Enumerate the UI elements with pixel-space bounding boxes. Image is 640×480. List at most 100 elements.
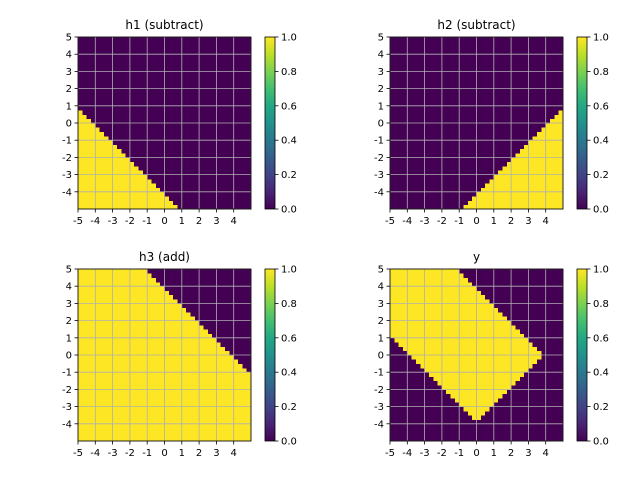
heatmap-cell xyxy=(238,110,243,115)
heatmap-cell xyxy=(246,419,252,425)
heatmap-cell xyxy=(78,123,83,128)
heatmap-cell xyxy=(212,281,217,287)
heatmap-cell xyxy=(190,123,196,128)
heatmap-cell xyxy=(493,37,499,42)
heatmap-cell xyxy=(125,281,131,287)
x-tick-label: 1 xyxy=(491,216,497,227)
heatmap-cell xyxy=(112,170,118,175)
heatmap-cell xyxy=(528,110,534,115)
heatmap-cell xyxy=(82,359,87,364)
heatmap-cell xyxy=(476,135,482,141)
heatmap-cell xyxy=(433,80,438,85)
heatmap-cell xyxy=(424,140,430,145)
heatmap-cell xyxy=(467,157,473,163)
heatmap-cell xyxy=(207,359,213,364)
heatmap-cell xyxy=(498,135,503,141)
heatmap-cell xyxy=(524,105,529,111)
heatmap-cell xyxy=(398,144,404,150)
heatmap-cell xyxy=(212,436,217,442)
heatmap-cell xyxy=(199,372,204,377)
heatmap-cell xyxy=(103,118,109,124)
heatmap-cell xyxy=(407,101,412,107)
heatmap-cell xyxy=(181,88,187,94)
heatmap-cell xyxy=(181,428,187,433)
heatmap-cell xyxy=(233,299,239,304)
heatmap-cell xyxy=(212,307,217,313)
heatmap-cell xyxy=(190,135,196,141)
heatmap-cell xyxy=(121,97,126,102)
heatmap-cell xyxy=(168,92,174,98)
heatmap-cell xyxy=(142,178,148,184)
heatmap-cell xyxy=(558,131,564,137)
heatmap-cell xyxy=(125,58,131,64)
heatmap-cell xyxy=(190,191,196,197)
heatmap-cell xyxy=(424,88,430,94)
heatmap-cell xyxy=(203,286,209,291)
heatmap-cell xyxy=(199,196,204,201)
heatmap-cell xyxy=(498,191,503,197)
heatmap-cell xyxy=(138,299,144,304)
heatmap-cell xyxy=(402,127,408,132)
heatmap-cell xyxy=(142,423,148,429)
heatmap-cell xyxy=(138,312,144,317)
heatmap-cell xyxy=(489,45,495,51)
heatmap-cell xyxy=(225,376,230,382)
heatmap-cell xyxy=(86,269,92,274)
heatmap-cell xyxy=(411,37,417,42)
heatmap-cell xyxy=(151,148,157,154)
heatmap-cell xyxy=(129,359,135,364)
colorbar-tick-label: 1.0 xyxy=(593,33,609,44)
heatmap-cell xyxy=(424,144,430,150)
heatmap-cell xyxy=(164,355,170,360)
heatmap-cell xyxy=(108,84,113,89)
heatmap-cell xyxy=(545,170,551,175)
heatmap-cell xyxy=(90,148,96,154)
heatmap-cell xyxy=(129,402,135,407)
heatmap-cell xyxy=(108,88,113,94)
heatmap-cell xyxy=(216,294,222,300)
heatmap-cell xyxy=(155,187,161,193)
heatmap-cell xyxy=(125,41,131,46)
heatmap-cell xyxy=(229,153,235,158)
heatmap-cell xyxy=(160,273,165,278)
heatmap-cell xyxy=(103,299,109,304)
heatmap-cell xyxy=(532,191,538,197)
heatmap-cell xyxy=(142,140,148,145)
heatmap-cell xyxy=(242,37,248,42)
heatmap-cell xyxy=(168,415,174,420)
heatmap-cell xyxy=(502,191,508,197)
heatmap-cell xyxy=(203,372,209,377)
heatmap-cell xyxy=(134,196,139,201)
heatmap-cell xyxy=(411,183,417,188)
heatmap-cell xyxy=(168,114,174,120)
heatmap-cell xyxy=(147,303,152,309)
heatmap-cell xyxy=(485,114,490,120)
heatmap-cell xyxy=(515,58,521,64)
heatmap-cell xyxy=(138,398,144,403)
heatmap-cell xyxy=(90,410,96,416)
heatmap-cell xyxy=(229,148,235,154)
heatmap-cell xyxy=(103,183,109,188)
heatmap-cell xyxy=(181,307,187,313)
heatmap-cell xyxy=(168,367,174,373)
heatmap-cell xyxy=(532,62,538,68)
heatmap-cell xyxy=(125,355,131,360)
heatmap-cell xyxy=(99,312,105,317)
heatmap-cell xyxy=(225,191,230,197)
heatmap-cell xyxy=(160,359,165,364)
heatmap-cell xyxy=(550,183,555,188)
heatmap-cell xyxy=(86,307,92,313)
heatmap-cell xyxy=(164,398,170,403)
heatmap-cell xyxy=(498,161,503,167)
heatmap-cell xyxy=(428,67,434,72)
heatmap-cell xyxy=(103,174,109,180)
heatmap-cell xyxy=(82,118,87,124)
heatmap-cell xyxy=(532,127,538,132)
heatmap-cell xyxy=(437,105,443,111)
heatmap-cell xyxy=(194,118,200,124)
heatmap-cell xyxy=(207,273,213,278)
heatmap-cell xyxy=(177,350,183,356)
heatmap-cell xyxy=(246,49,252,55)
heatmap-cell xyxy=(402,153,408,158)
heatmap-cell xyxy=(554,41,560,46)
